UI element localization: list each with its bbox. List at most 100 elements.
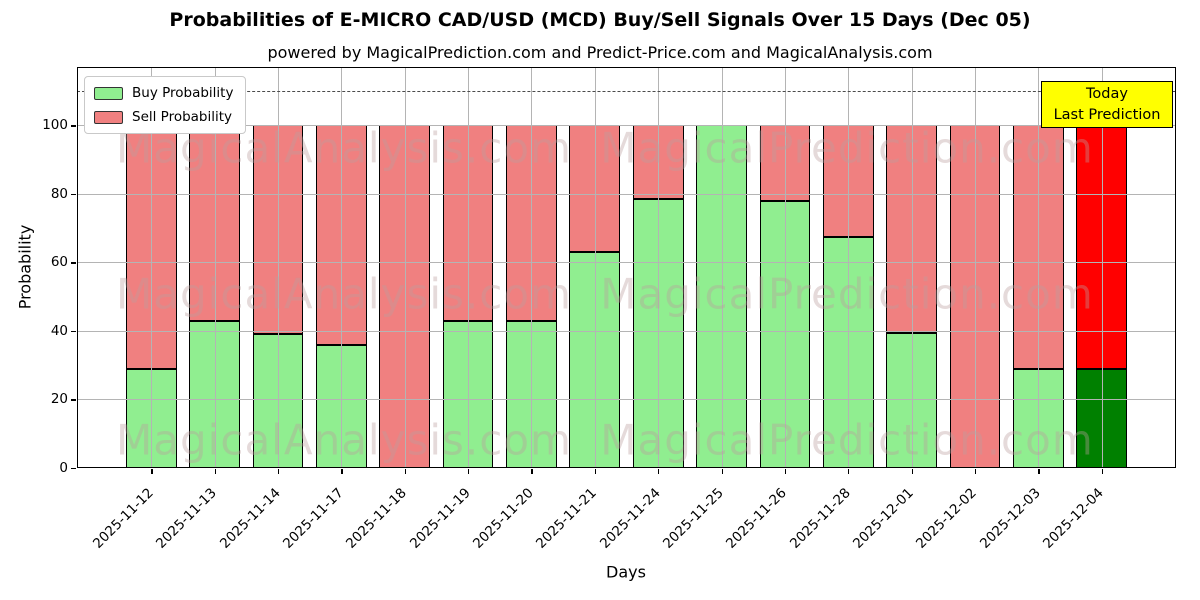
buy-swatch-icon xyxy=(94,86,123,100)
x-tick-mark-2025-11-24 xyxy=(658,469,660,474)
threshold-dashed-line xyxy=(77,90,1176,92)
gridline-x-2025-11-20 xyxy=(531,67,533,468)
x-tick-mark-2025-11-13 xyxy=(214,469,217,474)
gridline-y-20 xyxy=(77,399,1176,401)
x-tick-label-2025-11-12: 2025-11-12 xyxy=(89,485,157,552)
gridline-x-2025-12-01 xyxy=(911,67,913,468)
x-tick-mark-2025-12-02 xyxy=(974,469,977,474)
gridline-x-2025-11-25 xyxy=(721,67,723,468)
x-tick-mark-2025-12-03 xyxy=(1038,469,1040,474)
bar-sell-2025-11-14 xyxy=(252,125,304,335)
bar-sell-2025-11-12 xyxy=(126,125,177,369)
x-tick-label-2025-12-01: 2025-12-01 xyxy=(850,485,917,552)
x-tick-mark-2025-11-21 xyxy=(594,469,597,474)
bar-buy-2025-11-17 xyxy=(316,344,367,468)
gridline-y-60 xyxy=(77,262,1176,264)
bar-buy-2025-11-12 xyxy=(126,368,177,468)
watermark-text-2-1: MagicalPrediction.com xyxy=(600,415,1094,465)
bar-buy-2025-11-14 xyxy=(252,334,304,468)
legend-item-buy: Buy Probability xyxy=(94,85,233,101)
chart-subtitle: powered by MagicalPrediction.com and Pre… xyxy=(267,43,933,62)
x-tick-label-2025-11-25: 2025-11-25 xyxy=(660,485,727,552)
sell-swatch-icon xyxy=(94,110,123,124)
x-tick-label-2025-11-20: 2025-11-20 xyxy=(469,485,537,552)
gridline-x-2025-11-17 xyxy=(341,67,343,468)
gridline-x-2025-11-24 xyxy=(658,67,660,468)
x-axis-label: Days xyxy=(606,562,646,582)
y-tick-mark-20 xyxy=(71,399,76,401)
x-tick-label-2025-12-03: 2025-12-03 xyxy=(976,485,1044,552)
x-tick-label-2025-12-02: 2025-12-02 xyxy=(913,485,981,552)
y-tick-mark-0 xyxy=(71,468,76,470)
x-tick-mark-2025-11-25 xyxy=(721,469,723,474)
y-tick-label-0: 0 xyxy=(59,460,68,476)
watermark-text-0-1: MagicalPrediction.com xyxy=(600,123,1094,173)
gridline-x-2025-11-18 xyxy=(404,67,406,468)
gridline-y-100 xyxy=(77,125,1176,127)
bar-sell-2025-11-21 xyxy=(569,125,621,253)
gridline-x-2025-12-04 xyxy=(1101,67,1103,468)
bar-sell-2025-11-17 xyxy=(316,125,367,345)
x-tick-label-2025-11-24: 2025-11-24 xyxy=(596,485,664,552)
bar-buy-2025-11-19 xyxy=(442,320,494,468)
legend-item-sell: Sell Probability xyxy=(94,109,233,125)
x-tick-label-2025-12-04: 2025-12-04 xyxy=(1040,485,1107,552)
bar-sell-2025-11-13 xyxy=(189,125,241,321)
gridline-x-2025-12-03 xyxy=(1038,67,1040,468)
y-tick-label-40: 40 xyxy=(50,322,68,339)
legend: Buy Probability Sell Probability xyxy=(84,76,247,134)
x-tick-mark-2025-11-18 xyxy=(404,469,407,474)
bar-buy-2025-11-21 xyxy=(569,252,621,468)
x-tick-mark-2025-12-01 xyxy=(911,469,913,474)
plot-area: MagicalAnalysis.com MagicalPrediction.com… xyxy=(77,67,1176,468)
gridline-x-2025-11-14 xyxy=(278,67,280,468)
x-tick-mark-2025-11-28 xyxy=(848,469,850,474)
x-tick-label-2025-11-18: 2025-11-18 xyxy=(343,485,411,552)
watermark-text-1-0: MagicalAnalysis.com xyxy=(116,269,572,319)
gridline-x-2025-11-13 xyxy=(214,67,216,468)
x-tick-label-2025-11-26: 2025-11-26 xyxy=(723,485,791,552)
x-tick-mark-2025-11-14 xyxy=(278,469,280,474)
y-tick-mark-40 xyxy=(71,330,76,333)
y-tick-label-60: 60 xyxy=(50,254,68,271)
x-tick-label-2025-11-19: 2025-11-19 xyxy=(406,485,474,552)
x-tick-label-2025-11-14: 2025-11-14 xyxy=(216,485,284,552)
watermark-text-1-1: MagicalPrediction.com xyxy=(600,269,1094,319)
y-tick-label-100: 100 xyxy=(42,117,68,134)
annotation-line-2: Last Prediction xyxy=(1053,106,1161,123)
gridline-x-2025-12-02 xyxy=(974,67,976,468)
y-tick-mark-80 xyxy=(71,193,76,196)
x-tick-mark-2025-11-20 xyxy=(531,469,533,474)
today-last-prediction-box: Today Last Prediction xyxy=(1041,81,1173,128)
bar-sell-2025-11-20 xyxy=(506,125,557,321)
x-tick-label-2025-11-13: 2025-11-13 xyxy=(153,485,221,552)
x-tick-label-2025-11-21: 2025-11-21 xyxy=(533,485,601,552)
x-tick-mark-2025-12-04 xyxy=(1101,469,1103,474)
gridline-x-2025-11-28 xyxy=(848,67,850,468)
x-tick-label-2025-11-17: 2025-11-17 xyxy=(279,485,347,552)
x-tick-mark-2025-11-12 xyxy=(151,469,153,474)
x-tick-mark-2025-11-19 xyxy=(468,469,470,474)
bar-sell-2025-11-18 xyxy=(379,125,431,468)
bar-sell-2025-11-19 xyxy=(442,125,494,321)
y-tick-mark-100 xyxy=(71,125,76,127)
gridline-x-2025-11-12 xyxy=(151,67,153,468)
annotation-line-1: Today xyxy=(1086,85,1128,102)
x-tick-label-2025-11-28: 2025-11-28 xyxy=(786,485,854,552)
gridline-y-40 xyxy=(77,330,1176,332)
bar-buy-2025-11-13 xyxy=(189,320,241,468)
watermark-text-2-0: MagicalAnalysis.com xyxy=(116,415,572,465)
gridline-y-80 xyxy=(77,193,1176,195)
gridline-x-2025-11-21 xyxy=(594,67,596,468)
y-tick-mark-60 xyxy=(71,262,76,264)
x-tick-mark-2025-11-17 xyxy=(341,469,343,474)
chart-title: Probabilities of E-MICRO CAD/USD (MCD) B… xyxy=(169,9,1031,31)
y-tick-label-80: 80 xyxy=(50,185,68,202)
legend-label-buy: Buy Probability xyxy=(132,85,234,101)
x-tick-mark-2025-11-26 xyxy=(784,469,787,474)
y-tick-label-20: 20 xyxy=(50,391,68,408)
gridline-x-2025-11-26 xyxy=(784,67,786,468)
gridline-x-2025-11-19 xyxy=(468,67,470,468)
legend-label-sell: Sell Probability xyxy=(132,109,233,125)
